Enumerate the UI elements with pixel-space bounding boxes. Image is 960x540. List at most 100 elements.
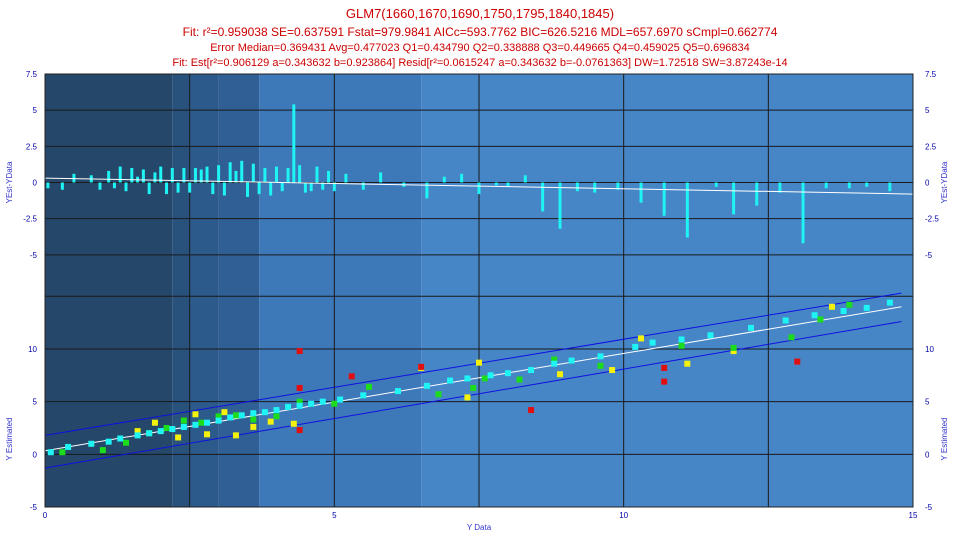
scatter-point-green bbox=[123, 439, 130, 446]
residual-bar bbox=[234, 170, 238, 183]
scatter-point-cyan bbox=[649, 339, 656, 346]
scatter-point-yellow bbox=[464, 394, 471, 401]
scatter-point-yellow bbox=[221, 409, 228, 416]
scatter-point-cyan bbox=[308, 400, 315, 407]
scatter-point-cyan bbox=[632, 343, 639, 350]
scatter-point-yellow bbox=[250, 423, 257, 430]
confidence-upper-line bbox=[45, 292, 902, 436]
scatter-point-green bbox=[678, 342, 685, 349]
scatter-point-cyan bbox=[192, 421, 199, 428]
scatter-point-cyan bbox=[840, 308, 847, 315]
residual-bar bbox=[361, 182, 365, 190]
background-band bbox=[218, 74, 260, 507]
scatter-point-cyan bbox=[261, 409, 268, 416]
scatter-point-green bbox=[198, 419, 205, 426]
residual-bar bbox=[107, 170, 111, 183]
scatter-point-cyan bbox=[360, 392, 367, 399]
scatter-point-red bbox=[794, 358, 801, 365]
residual-bar bbox=[593, 182, 597, 193]
scatter-point-cyan bbox=[227, 414, 234, 421]
residual-bar bbox=[240, 160, 244, 183]
residual-bar bbox=[205, 166, 209, 183]
residual-bar bbox=[327, 170, 331, 183]
residual-bar bbox=[442, 176, 446, 183]
residual-bar bbox=[60, 182, 64, 190]
residual-bar bbox=[732, 182, 736, 215]
scatter-point-red bbox=[661, 378, 668, 385]
residual-bar bbox=[523, 175, 527, 183]
x-axis-label: Y Data bbox=[467, 523, 492, 532]
residual-bar bbox=[257, 182, 261, 195]
residual-bar bbox=[112, 182, 116, 189]
scatter-point-cyan bbox=[238, 412, 245, 419]
scatter-point-cyan bbox=[528, 367, 535, 374]
residual-bar bbox=[228, 162, 232, 183]
y-tick-label-right: 10 bbox=[925, 345, 934, 354]
residual-bar bbox=[211, 182, 215, 195]
est-stats-line: Fit: Est[r²=0.906129 a=0.343632 b=0.9238… bbox=[172, 57, 788, 69]
background-band bbox=[421, 74, 913, 507]
scatter-point-green bbox=[435, 391, 442, 398]
scatter-point-green bbox=[470, 384, 477, 391]
y-axis-label-right: Y Estimated bbox=[940, 418, 949, 461]
residual-bar bbox=[332, 182, 336, 192]
residual-bar bbox=[263, 168, 267, 183]
scatter-point-green bbox=[215, 413, 222, 420]
y-tick-label-left: 10 bbox=[28, 345, 37, 354]
residual-bar bbox=[494, 182, 498, 186]
residual-bar bbox=[541, 182, 545, 212]
scatter-point-yellow bbox=[476, 359, 482, 366]
y-tick-label-right: 2.5 bbox=[925, 142, 937, 151]
residual-bar bbox=[170, 168, 174, 183]
residual-bar bbox=[865, 182, 869, 187]
scatter-point-cyan bbox=[568, 357, 575, 364]
scatter-point-green bbox=[250, 416, 257, 423]
y-tick-label-right: -5 bbox=[925, 503, 933, 512]
scatter-point-red bbox=[528, 407, 535, 414]
residual-bar bbox=[298, 165, 302, 183]
residual-bar bbox=[182, 168, 186, 183]
y-tick-label-left: -5 bbox=[30, 251, 38, 260]
scatter-point-green bbox=[163, 424, 170, 431]
scatter-point-yellow bbox=[638, 335, 645, 342]
scatter-point-red bbox=[418, 363, 425, 370]
y-tick-label-left: -2.5 bbox=[23, 215, 37, 224]
scatter-point-yellow bbox=[730, 348, 737, 355]
scatter-point-red bbox=[296, 427, 303, 434]
fit-stats-line: Fit: r²=0.959038 SE=0.637591 Fstat=979.9… bbox=[182, 25, 778, 39]
scatter-point-green bbox=[59, 449, 66, 456]
scatter-point-green bbox=[331, 400, 338, 407]
scatter-point-cyan bbox=[597, 353, 604, 360]
scatter-point-red bbox=[661, 364, 668, 371]
x-tick-label: 5 bbox=[332, 511, 337, 520]
scatter-point-cyan bbox=[782, 317, 789, 324]
scatter-point-green bbox=[296, 398, 303, 405]
residual-bar bbox=[558, 182, 562, 229]
residual-bar bbox=[246, 182, 250, 197]
residual-bar bbox=[847, 182, 851, 189]
y-tick-label-right: 0 bbox=[925, 450, 930, 459]
residual-bar bbox=[662, 182, 666, 216]
chart-title: GLM7(1660,1670,1690,1750,1795,1840,1845) bbox=[345, 6, 615, 21]
x-tick-label: 10 bbox=[619, 511, 628, 520]
residual-bar bbox=[460, 173, 464, 183]
scatter-point-green bbox=[273, 413, 280, 420]
scatter-point-yellow bbox=[557, 371, 564, 378]
residual-bar bbox=[130, 168, 134, 183]
y-tick-label-left: -5 bbox=[30, 503, 38, 512]
scatter-point-cyan bbox=[319, 398, 326, 405]
scatter-point-green bbox=[597, 362, 604, 369]
residual-bar bbox=[344, 173, 348, 183]
scatter-point-cyan bbox=[487, 372, 494, 379]
scatter-point-green bbox=[788, 334, 795, 341]
scatter-point-cyan bbox=[504, 370, 511, 377]
scatter-point-green bbox=[817, 316, 824, 323]
residual-bar bbox=[755, 182, 759, 206]
scatter-point-red bbox=[296, 384, 303, 391]
scatter-point-cyan bbox=[47, 449, 54, 456]
scatter-point-green bbox=[99, 447, 106, 454]
scatter-point-cyan bbox=[117, 435, 124, 442]
error-stats-line: Error Median=0.369431 Avg=0.477023 Q1=0.… bbox=[210, 42, 750, 54]
residual-bar bbox=[147, 182, 151, 195]
residual-bar bbox=[639, 182, 643, 203]
